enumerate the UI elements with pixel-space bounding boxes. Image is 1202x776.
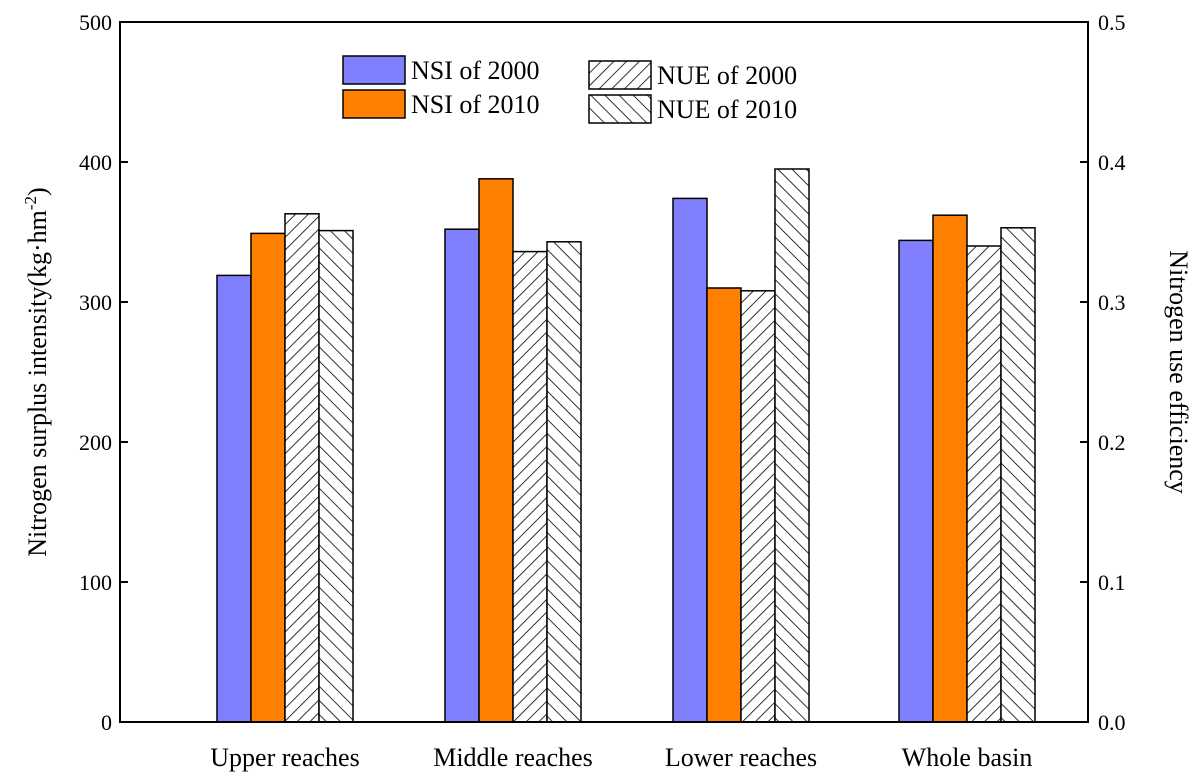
legend-swatch [588,94,652,124]
x-tick-label: Middle reaches [433,743,593,772]
bar-nue-of-2010-middle-reaches [546,241,582,723]
bar-nue-of-2000-middle-reaches [512,250,548,723]
legend-swatch [342,55,406,85]
y-tick-label: 200 [79,430,112,455]
y2-tick-label: 0.3 [1098,290,1126,315]
y-axis-title: Nitrogen surplus intensity(kg·hm-2) [21,187,52,556]
plot-frame [119,21,1089,723]
bar-nue-of-2000-whole-basin [966,245,1002,723]
bar-nsi-of-2000-middle-reaches [444,228,480,723]
legend-swatch [588,60,652,90]
legend-label: NSI of 2010 [411,90,540,119]
bar-nue-of-2010-lower-reaches [774,168,810,723]
y-tick-label: 0 [101,710,112,735]
left-axis: 0 100 200 300 400 500 [79,10,128,735]
bar-nsi-of-2000-upper-reaches [216,274,252,723]
bar-nsi-of-2010-whole-basin [932,214,968,723]
y2-tick-label: 0.2 [1098,430,1126,455]
bars-group [216,168,1036,723]
y2-tick-label: 0.1 [1098,570,1126,595]
bar-nue-of-2000-lower-reaches [740,290,776,723]
y2-tick-label: 0.0 [1098,710,1126,735]
y-tick-label: 100 [79,570,112,595]
legend-label: NUE of 2000 [657,61,797,90]
y-tick-label: 400 [79,150,112,175]
right-axis: 0.0 0.1 0.2 0.3 0.4 0.5 [1080,10,1126,735]
bar-nsi-of-2010-lower-reaches [706,287,742,723]
y2-axis-title: Nitrogen use efficiency [1164,250,1193,494]
x-tick-label: Lower reaches [665,743,817,772]
legend-swatch [342,89,406,119]
y-tick-label: 300 [79,290,112,315]
x-axis-labels: Upper reaches Middle reaches Lower reaches… [210,743,1032,772]
y2-tick-label: 0.5 [1098,10,1126,35]
x-tick-label: Whole basin [902,743,1033,772]
legend-label: NUE of 2010 [657,95,797,124]
bar-nue-of-2010-whole-basin [1000,227,1036,723]
y2-tick-label: 0.4 [1098,150,1126,175]
bar-nue-of-2000-upper-reaches [284,213,320,723]
legend-label: NSI of 2000 [411,56,540,85]
bar-nsi-of-2010-upper-reaches [250,232,286,723]
bar-nsi-of-2000-whole-basin [898,239,934,723]
legend: NSI of 2000 NSI of 2010 NUE of 2000 NUE of … [342,55,797,124]
y-tick-label: 500 [79,10,112,35]
bar-nue-of-2010-upper-reaches [318,229,354,723]
x-tick-label: Upper reaches [210,743,359,772]
bar-nsi-of-2010-middle-reaches [478,178,514,723]
bar-nsi-of-2000-lower-reaches [672,197,708,723]
